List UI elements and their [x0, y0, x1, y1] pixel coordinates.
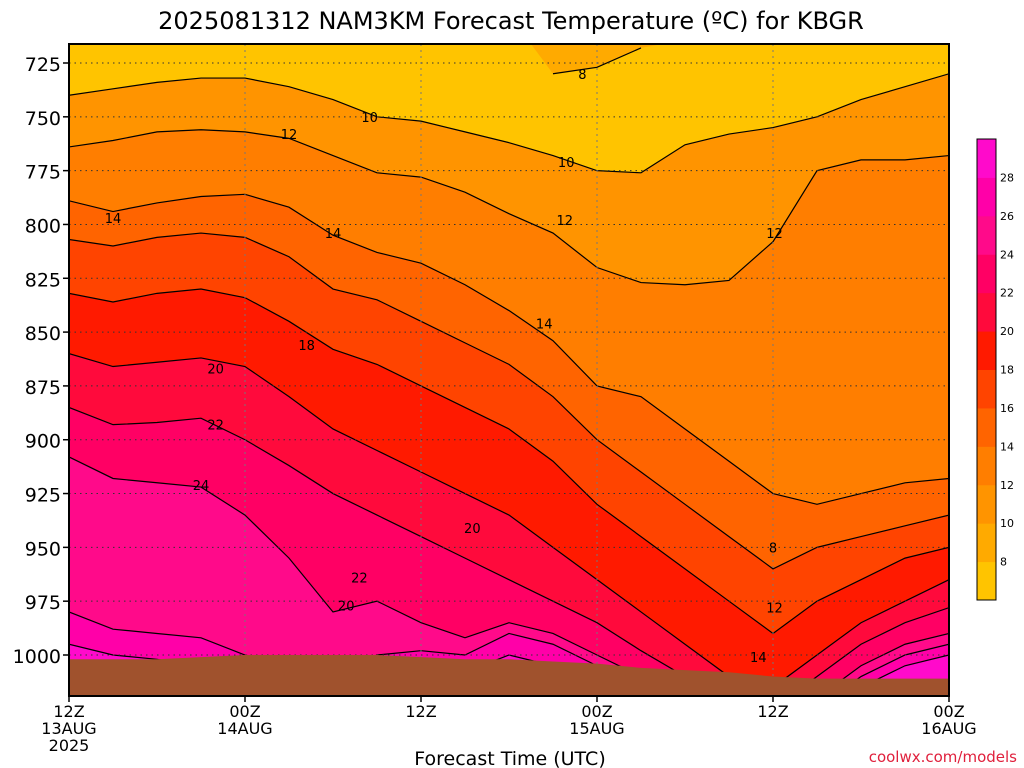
colorbar-swatch-26: [977, 177, 996, 217]
y-tick-label-1000: 1000: [13, 646, 61, 668]
y-tick-label-900: 900: [25, 431, 61, 453]
colorbar-swatch-22: [977, 254, 996, 294]
colorbar-legend: 28 26 24 22 20 18 16 14 12 10 8: [976, 138, 1014, 601]
colorbar-label-22: 22: [1000, 287, 1014, 300]
credit-text: coolwx.com/models: [869, 748, 1017, 766]
contour-label-8: 14: [325, 227, 342, 242]
colorbar-swatch-12: [977, 446, 996, 486]
plot-frame: [68, 43, 950, 697]
x-tick-label-48-0: 12Z: [757, 702, 788, 721]
isotherm-10: [69, 73, 949, 174]
y-tick-label-975: 975: [25, 592, 61, 614]
terrain-fill: [69, 655, 949, 696]
grid-lines: [69, 44, 949, 696]
contour-label-5: 12: [766, 227, 783, 242]
colorbar-swatch-8: [977, 523, 996, 563]
y-tick-label-725: 725: [25, 54, 61, 76]
x-tick-label-12-0: 00Z: [229, 702, 260, 721]
contour-label-1: 10: [361, 111, 378, 126]
y-tick-label-850: 850: [25, 323, 61, 345]
colorbar-label-18: 18: [1000, 364, 1014, 377]
contour-label-6: 12: [766, 602, 783, 617]
contour-label-3: 12: [281, 128, 298, 143]
colorbar-swatch-16: [977, 369, 996, 409]
x-tick-label-0-0: 12Z: [53, 702, 84, 721]
y-tick-label-800: 800: [25, 215, 61, 237]
chart-title: 2025081312 NAM3KM Forecast Temperature (…: [158, 7, 864, 35]
temperature-band-24-26: [69, 456, 949, 696]
contour-label-13: 20: [464, 522, 481, 537]
isotherm-18: [69, 288, 949, 635]
temperature-band-8-10: [531, 44, 663, 74]
colorbar-swatch-18: [977, 331, 996, 370]
y-axis: 725 750 775 800 825 850 875 900 925 950 975 1000: [13, 54, 69, 668]
y-tick-label-750: 750: [25, 108, 61, 130]
colorbar-label-26: 26: [1000, 210, 1014, 223]
colorbar-frame: [976, 138, 997, 601]
y-tick-label-775: 775: [25, 162, 61, 184]
isotherm-24: [69, 456, 949, 696]
colorbar-label-20: 20: [1000, 325, 1014, 338]
colorbar-label-8: 8: [1000, 556, 1007, 569]
contour-label-0: 8: [578, 68, 586, 83]
x-tick-label-36-1: 15AUG: [569, 719, 624, 738]
colorbar-swatch-20: [977, 292, 996, 332]
colorbar-swatch-14: [977, 407, 996, 447]
contour-label-7: 14: [105, 212, 122, 227]
y-tick-label-925: 925: [25, 485, 61, 507]
x-tick-label-60-0: 00Z: [933, 702, 964, 721]
contour-label-12: 20: [207, 363, 224, 378]
colorbar-swatch-10: [977, 484, 996, 524]
contour-label-15: 22: [207, 419, 224, 434]
temperature-fill-bands: [69, 44, 949, 696]
isotherm-14: [69, 193, 949, 505]
x-tick-label-12-1: 14AUG: [217, 719, 272, 738]
colorbar-label-16: 16: [1000, 402, 1014, 415]
colorbar-label-24: 24: [1000, 248, 1014, 261]
colorbar-swatch-6: [977, 561, 996, 601]
contour-label-9: 14: [536, 317, 553, 332]
colorbar-label-12: 12: [1000, 479, 1014, 492]
y-tick-label-875: 875: [25, 377, 61, 399]
contour-label-18: 8: [769, 541, 777, 556]
isotherm-8: [552, 47, 642, 75]
isotherm-26: [69, 611, 949, 696]
colorbar-label-14: 14: [1000, 440, 1014, 453]
plot-area: 8 10 10 12 12 12 12 14 14 14 14 18 20 20 20 22 22 24 8: [69, 44, 949, 696]
colorbar-swatch-24: [977, 215, 996, 255]
colorbar-swatch-28: [977, 139, 996, 178]
contour-label-14: 20: [338, 599, 355, 614]
contour-label-16: 22: [351, 572, 368, 587]
contour-label-2: 10: [558, 156, 575, 171]
contour-labels: 8 10 10 12 12 12 12 14 14 14 14 18 20 20 20 22 22 24 8: [105, 68, 783, 666]
x-axis-label: Forecast Time (UTC): [414, 748, 605, 768]
y-tick-label-950: 950: [25, 538, 61, 560]
contour-label-11: 18: [298, 339, 315, 354]
x-tick-label-24-0: 12Z: [405, 702, 436, 721]
isotherm-12: [69, 129, 949, 286]
y-tick-label-825: 825: [25, 269, 61, 291]
contour-label-17: 24: [193, 479, 210, 494]
isotherm-16: [69, 232, 949, 570]
x-tick-label-36-0: 00Z: [581, 702, 612, 721]
colorbar-label-10: 10: [1000, 517, 1014, 530]
colorbar-label-28: 28: [1000, 171, 1014, 184]
x-tick-label-0-2: 2025: [49, 736, 90, 755]
x-tick-label-60-1: 16AUG: [921, 719, 976, 738]
contour-label-10: 14: [750, 651, 767, 666]
contour-label-4: 12: [556, 214, 573, 229]
isotherm-20: [69, 353, 949, 688]
x-tick-label-0-1: 13AUG: [41, 719, 96, 738]
